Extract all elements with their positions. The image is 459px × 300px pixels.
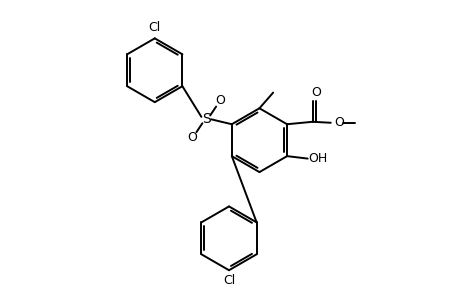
Text: OH: OH bbox=[308, 152, 327, 165]
Text: O: O bbox=[334, 116, 344, 129]
Text: O: O bbox=[215, 94, 224, 107]
Text: Cl: Cl bbox=[148, 21, 161, 34]
Text: O: O bbox=[310, 86, 320, 99]
Text: S: S bbox=[202, 112, 210, 126]
Text: Cl: Cl bbox=[223, 274, 235, 287]
Text: O: O bbox=[187, 131, 197, 145]
